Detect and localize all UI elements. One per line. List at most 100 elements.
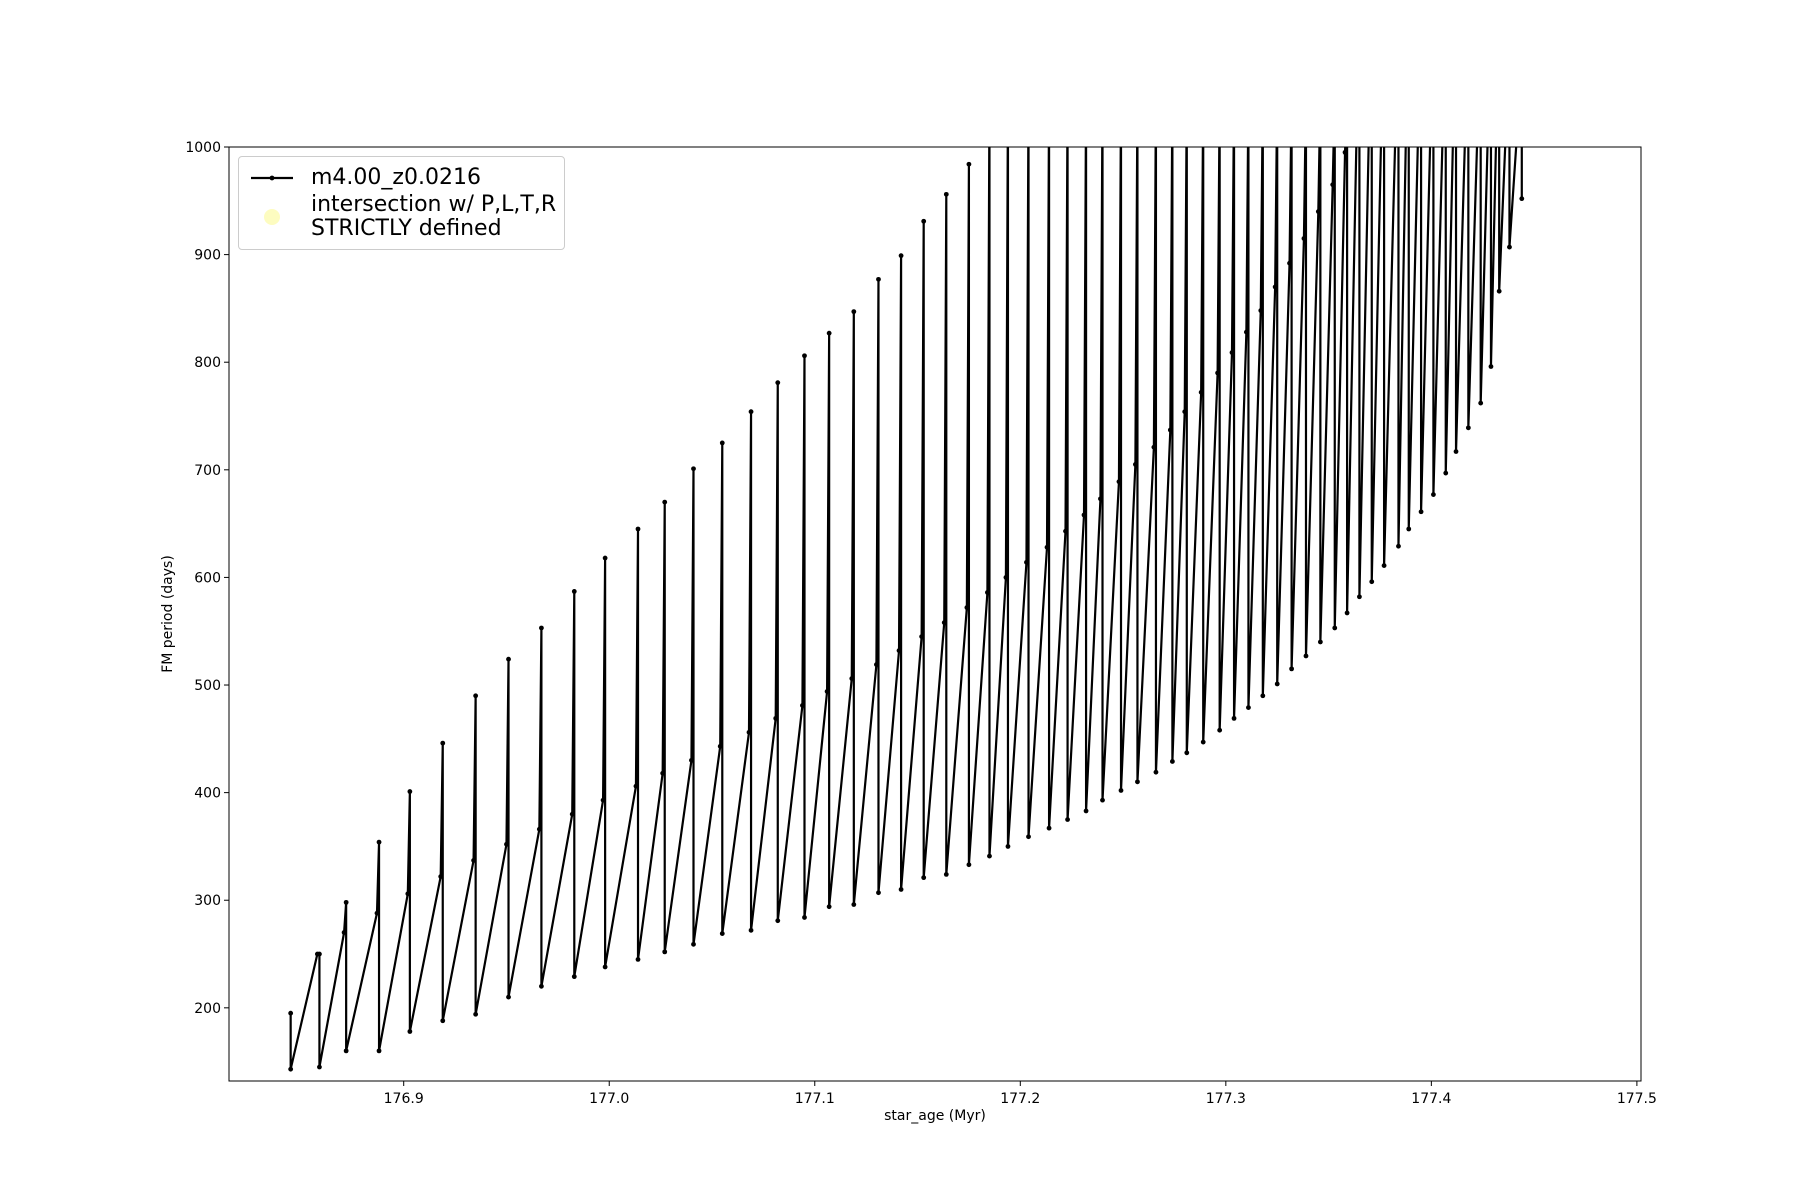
data-point: [571, 589, 577, 594]
data-point: [1260, 693, 1266, 699]
data-point: [775, 918, 781, 924]
data-point: [1418, 509, 1424, 515]
legend-entry: intersection w/ P,L,T,R STRICTLY defined: [247, 193, 556, 241]
data-point: [1301, 236, 1307, 241]
data-point: [1497, 91, 1502, 96]
plot-frame: [228, 146, 1642, 1082]
data-point: [748, 927, 754, 933]
data-point: [1084, 91, 1089, 96]
data-point: [343, 1048, 349, 1054]
data-point: [1063, 528, 1068, 534]
data-point: [943, 872, 949, 877]
data-point: [1260, 91, 1265, 96]
data-point: [1100, 91, 1105, 96]
data-point: [1184, 750, 1190, 756]
data-point: [635, 526, 641, 532]
data-point: [407, 1029, 413, 1034]
data-point: [1024, 559, 1029, 565]
data-point: [1394, 91, 1399, 96]
data-point: [600, 797, 606, 803]
legend-key: [264, 209, 280, 225]
data-point: [1431, 91, 1436, 96]
data-point: [719, 440, 725, 446]
data-point: [1243, 329, 1249, 335]
data-point: [288, 1066, 294, 1072]
data-point: [1382, 91, 1387, 96]
data-point: [539, 625, 544, 631]
data-point: [1200, 739, 1206, 745]
data-point: [1026, 834, 1031, 840]
data-point: [1381, 563, 1387, 568]
data-point: [1380, 91, 1385, 96]
data-point: [1217, 727, 1223, 733]
data-point: [717, 743, 723, 749]
data-point: [1026, 91, 1031, 96]
data-point: [941, 620, 947, 626]
series-line: [289, 147, 1523, 1071]
data-point: [1454, 91, 1459, 96]
data-point: [1182, 409, 1188, 415]
data-point: [1487, 91, 1492, 96]
data-point: [569, 811, 575, 817]
data-point: [1116, 479, 1122, 485]
x-axis-label: star_age (Myr): [884, 1108, 986, 1124]
data-point: [1367, 91, 1372, 96]
data-point: [921, 218, 927, 224]
data-point: [987, 853, 992, 859]
data-point: [1258, 308, 1264, 313]
data-point: [440, 740, 446, 746]
data-point: [773, 715, 779, 721]
data-point: [1272, 284, 1278, 290]
data-point: [896, 648, 902, 653]
data-point: [748, 409, 754, 415]
data-point: [876, 276, 881, 282]
data-point: [539, 983, 544, 989]
data-point: [1452, 91, 1457, 96]
data-point: [1342, 149, 1348, 155]
data-point: [1151, 444, 1157, 450]
data-point: [1496, 288, 1502, 294]
data-point: [662, 949, 668, 955]
data-point: [317, 951, 322, 957]
data-point: [826, 904, 832, 910]
data-point: [1369, 91, 1374, 96]
x-tick-label: 177.3: [1206, 1091, 1246, 1107]
data-point: [1404, 91, 1409, 96]
data-point: [1507, 244, 1512, 250]
data-point: [1303, 653, 1309, 659]
data-point: [571, 974, 577, 980]
data-point: [1044, 544, 1050, 550]
data-point: [921, 875, 927, 881]
data-point: [341, 930, 347, 935]
data-point: [1065, 817, 1070, 822]
data-point: [1453, 449, 1459, 454]
data-point: [1231, 715, 1237, 721]
data-point: [1476, 91, 1481, 96]
data-point: [876, 890, 881, 896]
legend-marker: [264, 209, 280, 225]
data-point: [1488, 364, 1494, 369]
data-point: [473, 1011, 479, 1017]
data-point: [802, 353, 807, 359]
data-point: [1495, 91, 1500, 96]
data-point: [1217, 91, 1222, 96]
data-point: [849, 676, 855, 681]
data-point: [719, 931, 725, 936]
data-point: [1406, 91, 1411, 96]
data-point: [1153, 769, 1159, 775]
data-point: [691, 941, 696, 947]
data-point: [1065, 91, 1070, 96]
data-point: [1184, 91, 1189, 96]
data-point: [1431, 492, 1436, 497]
data-point: [943, 191, 949, 197]
data-point: [1287, 260, 1292, 266]
data-point: [440, 1018, 446, 1024]
data-point: [851, 309, 857, 315]
x-tick-label: 177.4: [1411, 1091, 1451, 1107]
data-point: [1429, 91, 1434, 96]
data-point: [1154, 91, 1159, 96]
data-point: [775, 380, 781, 386]
data-point: [438, 874, 444, 879]
y-tick-label: 400: [194, 786, 221, 802]
